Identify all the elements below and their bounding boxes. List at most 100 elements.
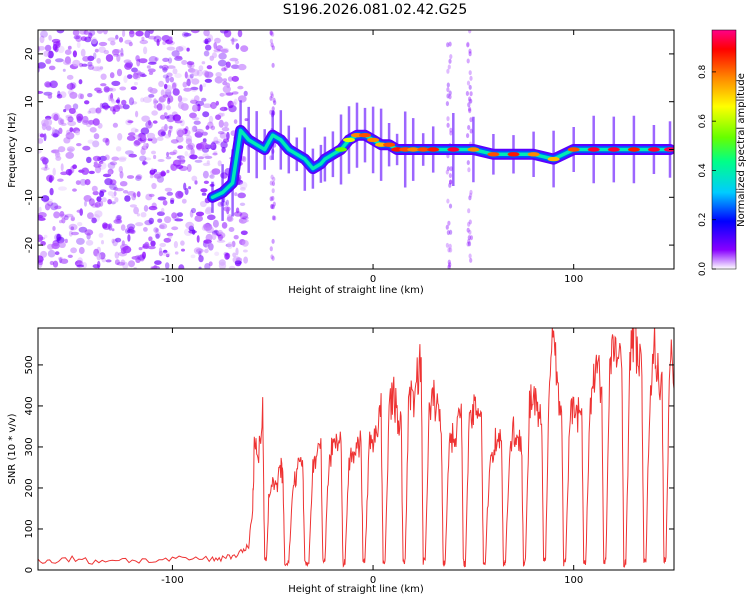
noise-blob <box>65 151 74 159</box>
noise-blob <box>200 200 207 208</box>
streak-blob <box>449 130 453 136</box>
noise-blob <box>110 201 116 205</box>
noise-blob <box>96 90 103 94</box>
snr-panel: -100 0 100 0 100 200 300 400 500 Height of stra… <box>7 327 675 595</box>
y-tick-label: 10 <box>24 95 35 108</box>
noise-blob <box>153 98 158 106</box>
noise-blob <box>160 131 166 136</box>
noise-blob <box>174 251 179 255</box>
noise-blob <box>38 259 43 266</box>
streak-blob <box>447 264 451 269</box>
noise-blob <box>149 88 158 94</box>
noise-blob <box>195 211 205 217</box>
noise-blob <box>41 195 50 202</box>
noise-blob <box>60 258 69 264</box>
noise-blob <box>58 241 66 248</box>
noise-blob <box>56 93 63 99</box>
noise-blob <box>158 96 166 103</box>
noise-blob <box>158 80 165 87</box>
streak-blob <box>271 181 275 187</box>
noise-blob <box>140 212 147 218</box>
noise-blob <box>163 237 172 243</box>
noise-blob <box>232 252 237 258</box>
noise-blob <box>219 132 227 139</box>
streak-blob <box>468 70 472 76</box>
colorbar-label: Normalized spectral amplitude <box>736 73 747 227</box>
noise-blob <box>112 108 116 115</box>
noise-blob <box>130 86 137 90</box>
noise-blob <box>208 261 213 267</box>
streak-blob <box>446 82 450 88</box>
streak-blob <box>467 102 471 108</box>
noise-blob <box>194 159 203 163</box>
ridge-point <box>335 147 347 152</box>
noise-blob <box>91 185 98 192</box>
streak-blob <box>468 108 472 114</box>
noise-blob <box>190 148 195 156</box>
noise-blob <box>48 175 53 183</box>
ridge-point <box>647 147 660 152</box>
noise-blob <box>48 34 52 41</box>
noise-blob <box>157 159 165 162</box>
noise-blob <box>237 30 243 38</box>
noise-blob <box>86 156 92 164</box>
noise-blob <box>107 191 114 196</box>
ridge-point <box>427 147 440 152</box>
noise-blob <box>38 45 41 53</box>
noise-blob <box>171 226 179 231</box>
noise-blob <box>66 83 76 90</box>
noise-blob <box>169 151 177 156</box>
noise-blob <box>148 71 154 76</box>
noise-blob <box>127 74 133 79</box>
colorbar-ticks: 0.0 0.2 0.4 0.6 0.8 <box>698 64 716 276</box>
noise-blob <box>115 99 120 103</box>
noise-blob <box>94 48 99 53</box>
noise-blob <box>239 202 246 206</box>
noise-blob <box>198 255 204 263</box>
noise-blob <box>181 198 187 204</box>
noise-blob <box>167 57 173 64</box>
noise-blob <box>149 174 154 179</box>
noise-blob <box>169 76 174 83</box>
spectrogram-y-ticks: -20 -10 0 10 20 <box>24 48 674 253</box>
noise-blob <box>96 253 102 261</box>
noise-blob <box>205 206 213 213</box>
streak-blob <box>449 166 453 172</box>
noise-blob <box>233 98 238 105</box>
noise-blob <box>78 246 85 255</box>
noise-blob <box>191 229 196 235</box>
noise-blob <box>109 161 118 166</box>
streak-blob <box>447 247 451 253</box>
noise-blob <box>149 169 156 175</box>
noise-blob <box>137 255 146 261</box>
y-tick-label: 400 <box>24 396 35 415</box>
noise-blob <box>49 80 58 89</box>
noise-blob <box>213 136 219 145</box>
noise-blob <box>129 30 135 38</box>
noise-blob <box>80 36 87 42</box>
noise-blob <box>68 169 72 177</box>
noise-blob <box>60 171 68 176</box>
noise-blob <box>162 67 168 73</box>
streak-blob <box>270 42 274 48</box>
noise-blob <box>155 233 160 239</box>
noise-blob <box>104 87 114 92</box>
noise-blob <box>148 217 154 225</box>
streak-blob <box>469 75 473 81</box>
noise-blob <box>239 212 249 220</box>
noise-blob <box>72 59 81 67</box>
noise-blob <box>72 50 77 58</box>
noise-blob <box>72 103 79 110</box>
noise-blob <box>205 44 212 51</box>
noise-blob <box>38 234 44 242</box>
noise-blob <box>67 148 74 152</box>
noise-blob <box>47 249 56 258</box>
noise-blob <box>222 78 228 82</box>
noise-blob <box>122 30 126 38</box>
noise-blob <box>148 236 153 242</box>
colorbar-tick-label: 0.6 <box>698 114 708 129</box>
noise-blob <box>114 251 120 259</box>
noise-blob <box>190 86 198 92</box>
noise-blob <box>58 117 63 125</box>
